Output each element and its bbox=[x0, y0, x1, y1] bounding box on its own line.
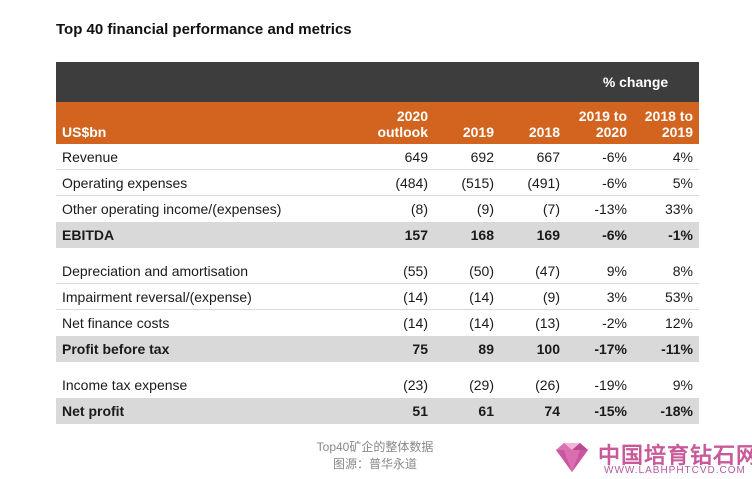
col-header-2019-to-2020: 2019 to 2020 bbox=[560, 102, 627, 144]
cell-change-2019-2020: -6% bbox=[602, 175, 627, 191]
diamond-logo-icon bbox=[556, 443, 588, 472]
cell-2020-outlook: (14) bbox=[403, 315, 428, 331]
cell-2019: (29) bbox=[469, 377, 494, 393]
cell-2018: (9) bbox=[542, 289, 560, 305]
table-row: Other operating income/(expenses) (8) (9… bbox=[56, 196, 699, 222]
cell-2019: 89 bbox=[478, 341, 494, 357]
unit-label: US$bn bbox=[62, 124, 107, 140]
cell-change-2018-2019: -11% bbox=[661, 341, 693, 357]
cell-2019: 168 bbox=[470, 227, 494, 243]
row-label: Net profit bbox=[62, 403, 125, 419]
cell-change-2019-2020: 9% bbox=[606, 263, 627, 279]
col-header-line: 2018 to bbox=[644, 108, 693, 124]
cell-2020-outlook: (23) bbox=[403, 377, 428, 393]
cell-2020-outlook: (8) bbox=[410, 201, 428, 217]
col-header-line: outlook bbox=[377, 124, 428, 140]
col-header-line: 2018 bbox=[528, 124, 560, 140]
cell-change-2018-2019: 33% bbox=[664, 201, 693, 217]
cell-2020-outlook: (484) bbox=[395, 175, 428, 191]
cell-2018: 74 bbox=[544, 403, 560, 419]
cell-2018: (7) bbox=[542, 201, 560, 217]
row-label: EBITDA bbox=[62, 227, 115, 243]
cell-2018: (13) bbox=[535, 315, 560, 331]
cell-2020-outlook: 649 bbox=[404, 149, 428, 165]
table-row-total: Profit before tax 75 89 100 -17% -11% bbox=[56, 336, 699, 362]
page-title: Top 40 financial performance and metrics bbox=[56, 21, 352, 38]
cell-2018: 169 bbox=[536, 227, 560, 243]
col-header-2018-to-2019: 2018 to 2019 bbox=[627, 102, 693, 144]
row-label: Impairment reversal/(expense) bbox=[62, 289, 252, 305]
cell-2019: 692 bbox=[470, 149, 494, 165]
table-header-dark: % change bbox=[56, 62, 699, 102]
row-spacer bbox=[56, 362, 699, 372]
table-row: Revenue 649 692 667 -6% 4% bbox=[56, 144, 699, 170]
row-label: Operating expenses bbox=[62, 175, 188, 191]
col-header-line: 2020 bbox=[595, 124, 627, 140]
cell-2019: (14) bbox=[469, 289, 494, 305]
cell-2019: (9) bbox=[476, 201, 494, 217]
pct-change-header: % change bbox=[602, 74, 669, 90]
cell-change-2019-2020: -17% bbox=[594, 341, 627, 357]
table-row: Impairment reversal/(expense) (14) (14) … bbox=[56, 284, 699, 310]
cell-change-2018-2019: 12% bbox=[664, 315, 693, 331]
cell-change-2018-2019: -18% bbox=[660, 403, 693, 419]
col-header-2018: 2018 bbox=[494, 102, 560, 144]
watermark: 中国培育钻石网 WWW.LABHPHTCVD.COM bbox=[552, 436, 752, 479]
row-label: Income tax expense bbox=[62, 377, 188, 393]
table-row: Income tax expense (23) (29) (26) -19% 9… bbox=[56, 372, 699, 398]
watermark-url: WWW.LABHPHTCVD.COM bbox=[604, 465, 746, 476]
cell-2020-outlook: 75 bbox=[412, 341, 428, 357]
cell-change-2018-2019: -1% bbox=[668, 227, 693, 243]
row-spacer bbox=[56, 248, 699, 258]
table-row: Depreciation and amortisation (55) (50) … bbox=[56, 258, 699, 284]
table-header-columns: US$bn 2020 outlook 2019 2018 2019 to 202… bbox=[56, 102, 699, 144]
figure-source: 图源：普华永道 bbox=[332, 457, 417, 471]
col-header-line: 2019 to bbox=[578, 108, 627, 124]
row-label: Revenue bbox=[62, 149, 119, 165]
cell-2020-outlook: (55) bbox=[403, 263, 428, 279]
table-row-total: Net profit 51 61 74 -15% -18% bbox=[56, 398, 699, 424]
cell-change-2019-2020: -6% bbox=[602, 227, 627, 243]
col-header-2019: 2019 bbox=[428, 102, 494, 144]
cell-change-2019-2020: -19% bbox=[594, 377, 627, 393]
cell-change-2018-2019: 5% bbox=[672, 175, 693, 191]
table-row: Net finance costs (14) (14) (13) -2% 12% bbox=[56, 310, 699, 336]
cell-change-2018-2019: 8% bbox=[672, 263, 693, 279]
cell-change-2018-2019: 4% bbox=[672, 149, 693, 165]
cell-change-2019-2020: -15% bbox=[594, 403, 627, 419]
cell-2018: 100 bbox=[536, 341, 560, 357]
figure-caption: Top40矿企的整体数据 bbox=[316, 440, 434, 454]
cell-change-2019-2020: 3% bbox=[606, 289, 627, 305]
cell-2019: 61 bbox=[478, 403, 494, 419]
cell-2019: (14) bbox=[469, 315, 494, 331]
cell-2020-outlook: (14) bbox=[403, 289, 428, 305]
row-label: Depreciation and amortisation bbox=[62, 263, 248, 279]
cell-2018: (47) bbox=[535, 263, 560, 279]
col-header-2020-outlook: 2020 outlook bbox=[356, 102, 428, 144]
row-label: Profit before tax bbox=[62, 341, 170, 357]
financial-table: % change US$bn 2020 outlook 2019 2018 20… bbox=[56, 62, 699, 424]
cell-change-2019-2020: -2% bbox=[602, 315, 627, 331]
cell-2019: (515) bbox=[461, 175, 494, 191]
cell-2018: (26) bbox=[535, 377, 560, 393]
cell-change-2018-2019: 53% bbox=[664, 289, 693, 305]
col-header-line: 2019 bbox=[661, 124, 693, 140]
row-label: Other operating income/(expenses) bbox=[62, 201, 282, 217]
table-row-total: EBITDA 157 168 169 -6% -1% bbox=[56, 222, 699, 248]
cell-change-2019-2020: -6% bbox=[602, 149, 627, 165]
row-label: Net finance costs bbox=[62, 315, 170, 331]
cell-change-2018-2019: 9% bbox=[672, 377, 693, 393]
cell-2018: 667 bbox=[536, 149, 560, 165]
col-header-line: 2020 bbox=[396, 108, 428, 124]
watermark-name: 中国培育钻石网 bbox=[598, 443, 752, 468]
cell-2020-outlook: 157 bbox=[404, 227, 428, 243]
col-header-line: 2019 bbox=[462, 124, 494, 140]
table-row: Operating expenses (484) (515) (491) -6%… bbox=[56, 170, 699, 196]
cell-2018: (491) bbox=[527, 175, 560, 191]
cell-2019: (50) bbox=[469, 263, 494, 279]
cell-2020-outlook: 51 bbox=[412, 403, 428, 419]
cell-change-2019-2020: -13% bbox=[594, 201, 627, 217]
